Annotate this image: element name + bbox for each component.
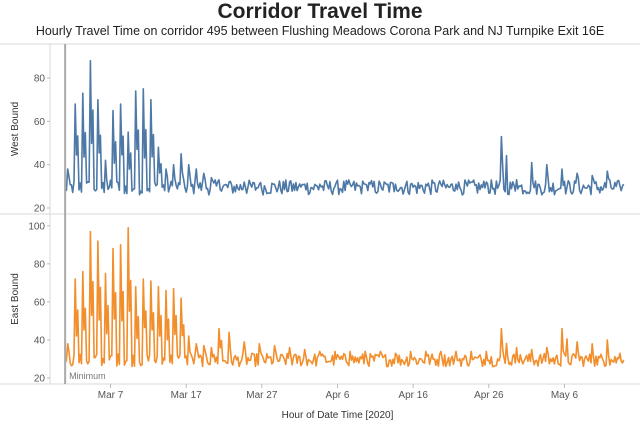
x-tick-label: Mar 27 <box>246 390 278 401</box>
x-tick-label: Apr 26 <box>474 390 504 401</box>
x-tick-label: Apr 6 <box>326 390 350 401</box>
west-bound-y-tick-label: 60 <box>34 117 46 128</box>
west-bound-y-tick-label: 40 <box>34 160 46 171</box>
east-bound-y-tick-label: 80 <box>34 259 46 270</box>
west-bound-y-tick-label: 20 <box>34 204 46 215</box>
east-bound-axis-title: East Bound <box>10 273 21 325</box>
minimum-reference-label: Minimum <box>69 371 106 381</box>
east-bound-y-tick-label: 100 <box>28 221 45 232</box>
west-bound-axis-title: West Bound <box>10 102 21 156</box>
east-bound-y-tick-label: 60 <box>34 297 46 308</box>
x-tick-label: Mar 7 <box>98 390 124 401</box>
west-bound-y-tick-label: 80 <box>34 74 46 85</box>
x-axis-title: Hour of Date Time [2020] <box>282 410 394 421</box>
east-bound-y-tick-label: 40 <box>34 335 46 346</box>
chart-title: Corridor Travel Time <box>217 0 423 23</box>
x-tick-label: Apr 16 <box>398 390 428 401</box>
west-bound-series-line <box>64 59 625 196</box>
x-tick-label: Mar 17 <box>171 390 203 401</box>
east-bound-y-tick-label: 20 <box>34 374 46 385</box>
chart-subtitle: Hourly Travel Time on corridor 495 betwe… <box>35 24 605 38</box>
x-tick-label: May 6 <box>551 390 579 401</box>
east-bound-series-line <box>64 226 625 368</box>
